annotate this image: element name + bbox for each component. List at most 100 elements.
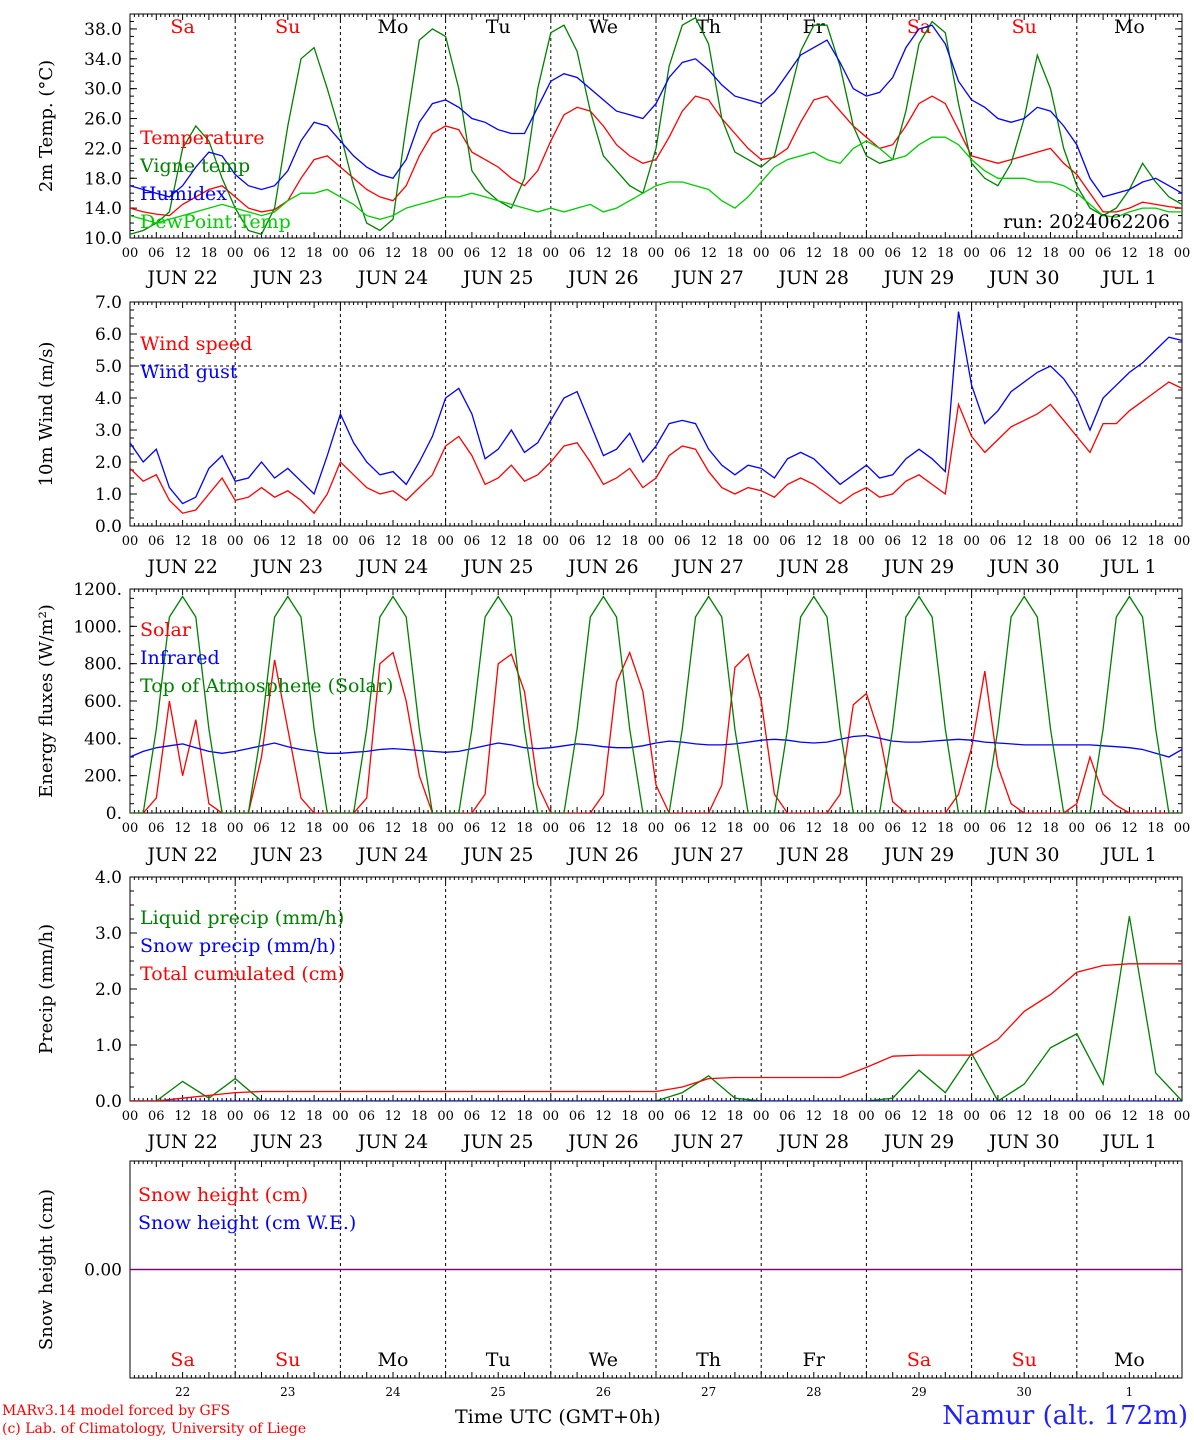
hour-tick-label: 06	[253, 821, 270, 836]
hour-tick-label: 00	[543, 821, 560, 836]
y-tick-label: 4.0	[95, 868, 122, 888]
date-label: JUN 28	[777, 844, 849, 866]
hour-tick-label: 12	[700, 246, 717, 261]
hour-tick-label: 12	[1121, 534, 1138, 549]
hour-tick-label: 00	[122, 821, 139, 836]
hour-tick-label: 00	[753, 1109, 770, 1124]
hour-tick-label: 00	[437, 534, 454, 549]
legend-entry: Vigne temp	[139, 155, 250, 177]
y-tick-label: 30.0	[84, 80, 122, 100]
hour-tick-label: 12	[385, 534, 402, 549]
date-label: JUN 27	[671, 267, 743, 289]
hour-tick-label: 06	[884, 1109, 901, 1124]
date-label: JUN 30	[987, 556, 1059, 578]
legend-entry: Humidex	[140, 183, 227, 205]
hour-tick-label: 12	[806, 1109, 823, 1124]
hour-tick-label: 00	[648, 246, 665, 261]
date-label: JUN 22	[145, 267, 217, 289]
meteogram-svg: 10.014.018.022.026.030.034.038.02m Temp.…	[36, 13, 1191, 1399]
date-label: JUN 22	[145, 556, 217, 578]
date-label: JUN 23	[251, 267, 323, 289]
day-number-label: 24	[385, 1385, 401, 1399]
hour-tick-label: 18	[727, 246, 744, 261]
hour-tick-label: 00	[227, 1109, 244, 1124]
weekday-label: Tu	[486, 1349, 511, 1371]
hour-tick-label: 12	[1121, 821, 1138, 836]
hour-tick-label: 12	[806, 821, 823, 836]
series-line-vigne-temp	[130, 16, 1182, 236]
hour-tick-label: 06	[253, 246, 270, 261]
plot-frame	[129, 301, 1183, 527]
hour-tick-label: 00	[437, 246, 454, 261]
y-tick-label: 0.0	[95, 1092, 122, 1112]
hour-tick-label: 06	[779, 246, 796, 261]
hour-tick-label: 18	[201, 821, 218, 836]
weekday-label: Fr	[803, 1349, 826, 1371]
series-line-top-of-atmosphere-solar	[130, 595, 1182, 813]
y-tick-label: 1200.	[73, 580, 122, 600]
model-credit: MARv3.14 model forced by GFS	[2, 1403, 231, 1419]
plot-frame	[129, 588, 1183, 814]
date-label: JUN 28	[777, 1131, 849, 1153]
date-label: JUN 27	[671, 556, 743, 578]
hour-tick-label: 00	[332, 821, 349, 836]
hour-tick-label: 00	[963, 246, 980, 261]
hour-tick-label: 12	[911, 534, 928, 549]
hour-tick-label: 18	[727, 534, 744, 549]
date-label: JUN 23	[251, 844, 323, 866]
legend-entry: Infrared	[140, 647, 220, 669]
hour-tick-label: 06	[148, 821, 165, 836]
y-tick-label: 18.0	[84, 169, 122, 189]
weekday-label: Su	[1012, 16, 1037, 38]
hour-tick-label: 00	[1069, 821, 1086, 836]
series-line-wind-gust	[130, 311, 1182, 505]
hour-tick-label: 00	[858, 1109, 875, 1124]
hour-tick-label: 00	[858, 534, 875, 549]
hour-tick-label: 18	[832, 534, 849, 549]
hour-tick-label: 00	[332, 534, 349, 549]
date-label: JUN 30	[987, 267, 1059, 289]
hour-tick-label: 12	[911, 821, 928, 836]
hour-tick-label: 00	[1174, 534, 1191, 549]
hour-tick-label: 00	[227, 246, 244, 261]
y-tick-label: 2.0	[95, 453, 122, 473]
hour-tick-label: 06	[358, 534, 375, 549]
y-tick-label: 26.0	[84, 110, 122, 130]
weekday-label: Tu	[486, 16, 511, 38]
hour-tick-label: 00	[753, 821, 770, 836]
series-line-total-cumulated-cm	[130, 963, 1182, 1101]
y-tick-label: 1.0	[95, 485, 122, 505]
legend-entry: Top of Atmosphere (Solar)	[140, 675, 393, 697]
hour-tick-label: 00	[122, 534, 139, 549]
hour-tick-label: 18	[411, 246, 428, 261]
date-label: JUL 1	[1100, 844, 1156, 866]
hour-tick-label: 00	[1174, 821, 1191, 836]
hour-tick-label: 12	[280, 534, 297, 549]
weekday-label: Mo	[1114, 1349, 1145, 1371]
weekday-label: We	[589, 16, 618, 38]
hour-tick-label: 12	[385, 821, 402, 836]
date-label: JUN 29	[882, 556, 954, 578]
hour-tick-label: 00	[648, 534, 665, 549]
y-tick-label: 1.0	[95, 1036, 122, 1056]
hour-tick-label: 12	[700, 1109, 717, 1124]
hour-tick-label: 06	[674, 821, 691, 836]
hour-tick-label: 06	[884, 246, 901, 261]
hour-tick-label: 18	[727, 1109, 744, 1124]
station-name: Namur (alt. 172m)	[942, 1401, 1188, 1431]
date-label: JUN 23	[251, 1131, 323, 1153]
weekday-label: Sa	[907, 1349, 931, 1371]
date-label: JUN 26	[566, 844, 638, 866]
hour-tick-label: 18	[1042, 821, 1059, 836]
hour-tick-label: 00	[437, 821, 454, 836]
hour-tick-label: 12	[490, 821, 507, 836]
weekday-label: Fr	[803, 16, 826, 38]
panel-1: 10.0 14.0 18.0 22.0 26.0 30.0 34.0 38.0 2m Temp.…	[36, 13, 1190, 289]
hour-tick-label: 12	[911, 1109, 928, 1124]
hour-tick-label: 06	[674, 534, 691, 549]
lab-credit: (c) Lab. of Climatology, University of L…	[2, 1421, 307, 1437]
day-number-label: 27	[701, 1385, 716, 1399]
y-tick-label: 5.0	[95, 357, 122, 377]
y-axis-label: 10m Wind (m/s)	[36, 342, 57, 487]
